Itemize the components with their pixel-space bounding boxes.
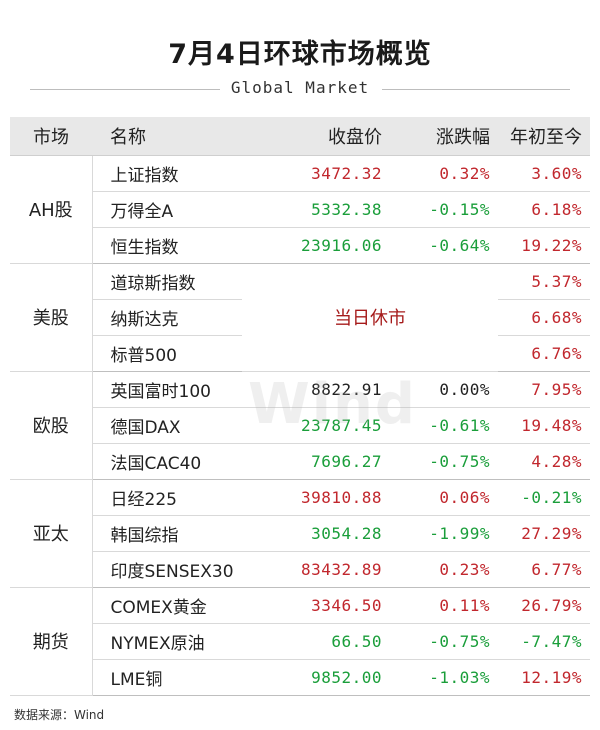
table-row: NYMEX原油 66.50 -0.75% -7.47%	[10, 623, 590, 660]
ytd-pct: 6.68%	[498, 299, 590, 336]
table-row: 法国CAC40 7696.27 -0.75% 4.28%	[10, 443, 590, 480]
ytd-pct: 26.79%	[498, 587, 590, 624]
change-pct: 0.32%	[390, 155, 498, 192]
ytd-pct: -0.21%	[498, 479, 590, 516]
close-price: 3346.50	[242, 587, 390, 624]
ytd-pct: 3.60%	[498, 155, 590, 192]
ytd-pct: 27.29%	[498, 515, 590, 552]
market-label-ap: 亚太	[10, 479, 93, 588]
data-source-note: 数据来源：Wind	[14, 708, 105, 722]
change-pct: -0.75%	[390, 443, 498, 480]
ytd-pct: 6.77%	[498, 551, 590, 588]
close-price: 5332.38	[242, 191, 390, 228]
index-name: 标普500	[92, 335, 242, 372]
change-pct: -0.15%	[390, 191, 498, 228]
table-row: 韩国综指 3054.28 -1.99% 27.29%	[10, 515, 590, 552]
header-ytd: 年初至今	[498, 117, 590, 156]
change-pct: -0.61%	[390, 407, 498, 444]
ytd-pct: 5.37%	[498, 263, 590, 300]
ytd-pct: 12.19%	[498, 659, 590, 696]
header-close: 收盘价	[242, 117, 390, 156]
index-name: 韩国综指	[92, 515, 242, 552]
table-row: 期货 COMEX黄金 3346.50 0.11% 26.79%	[10, 587, 590, 696]
change-pct: 0.06%	[390, 479, 498, 516]
index-name: 法国CAC40	[92, 443, 242, 480]
table-row: 美股 道琼斯指数 当日休市 5.37%	[10, 263, 590, 372]
ytd-pct: 6.18%	[498, 191, 590, 228]
table-row: LME铜 9852.00 -1.03% 12.19%	[10, 659, 590, 696]
ytd-pct: 7.95%	[498, 371, 590, 408]
ytd-pct: 19.22%	[498, 227, 590, 264]
table-header-row: 市场 名称 收盘价 涨跌幅 年初至今	[10, 117, 590, 156]
table-row: AH股 上证指数 3472.32 0.32% 3.60%	[10, 155, 590, 264]
change-pct: 0.23%	[390, 551, 498, 588]
header-change: 涨跌幅	[390, 117, 498, 156]
market-label-ah: AH股	[10, 155, 93, 264]
market-closed-notice: 当日休市	[242, 263, 498, 372]
close-price: 23916.06	[242, 227, 390, 264]
subtitle-divider-left	[30, 89, 220, 90]
index-name: 德国DAX	[92, 407, 242, 444]
table-row: 德国DAX 23787.45 -0.61% 19.48%	[10, 407, 590, 444]
close-price: 9852.00	[242, 659, 390, 696]
market-label-eu: 欧股	[10, 371, 93, 480]
close-price: 3472.32	[242, 155, 390, 192]
close-price: 39810.88	[242, 479, 390, 516]
table-row: 万得全A 5332.38 -0.15% 6.18%	[10, 191, 590, 228]
table-row: 亚太 日经225 39810.88 0.06% -0.21%	[10, 479, 590, 588]
ytd-pct: -7.47%	[498, 623, 590, 660]
index-name: 英国富时100	[92, 371, 242, 408]
index-name: 日经225	[92, 479, 242, 516]
change-pct: -0.64%	[390, 227, 498, 264]
table-row: 标普500 6.76%	[10, 335, 590, 372]
header-market: 市场	[10, 117, 92, 156]
index-name: 恒生指数	[92, 227, 242, 264]
header-name: 名称	[92, 117, 242, 156]
index-name: 道琼斯指数	[92, 263, 242, 300]
subtitle-row: Global Market	[0, 78, 600, 102]
change-pct: -0.75%	[390, 623, 498, 660]
close-price: 3054.28	[242, 515, 390, 552]
table-row: 印度SENSEX30 83432.89 0.23% 6.77%	[10, 551, 590, 588]
index-name: COMEX黄金	[92, 587, 242, 624]
index-name: 纳斯达克	[92, 299, 242, 336]
ytd-pct: 4.28%	[498, 443, 590, 480]
index-name: 万得全A	[92, 191, 242, 228]
market-label-us: 美股	[10, 263, 93, 372]
close-price: 8822.91	[242, 371, 390, 408]
ytd-pct: 6.76%	[498, 335, 590, 372]
close-price: 23787.45	[242, 407, 390, 444]
index-name: LME铜	[92, 659, 242, 696]
close-price: 83432.89	[242, 551, 390, 588]
index-name: 印度SENSEX30	[92, 551, 242, 588]
close-price: 66.50	[242, 623, 390, 660]
table-row: 恒生指数 23916.06 -0.64% 19.22%	[10, 227, 590, 264]
index-name: 上证指数	[92, 155, 242, 192]
change-pct: 0.00%	[390, 371, 498, 408]
change-pct: 0.11%	[390, 587, 498, 624]
market-table: 市场 名称 收盘价 涨跌幅 年初至今 AH股 上证指数 3472.32 0.32…	[10, 117, 590, 696]
table-row: 欧股 英国富时100 8822.91 0.00% 7.95%	[10, 371, 590, 480]
change-pct: -1.99%	[390, 515, 498, 552]
close-price: 7696.27	[242, 443, 390, 480]
subtitle-divider-right	[382, 89, 570, 90]
page-subtitle: Global Market	[230, 78, 370, 97]
page-title: 7月4日环球市场概览	[168, 39, 432, 70]
table-row: 纳斯达克 6.68%	[10, 299, 590, 336]
change-pct: -1.03%	[390, 659, 498, 696]
ytd-pct: 19.48%	[498, 407, 590, 444]
market-label-futures: 期货	[10, 587, 93, 696]
index-name: NYMEX原油	[92, 623, 242, 660]
